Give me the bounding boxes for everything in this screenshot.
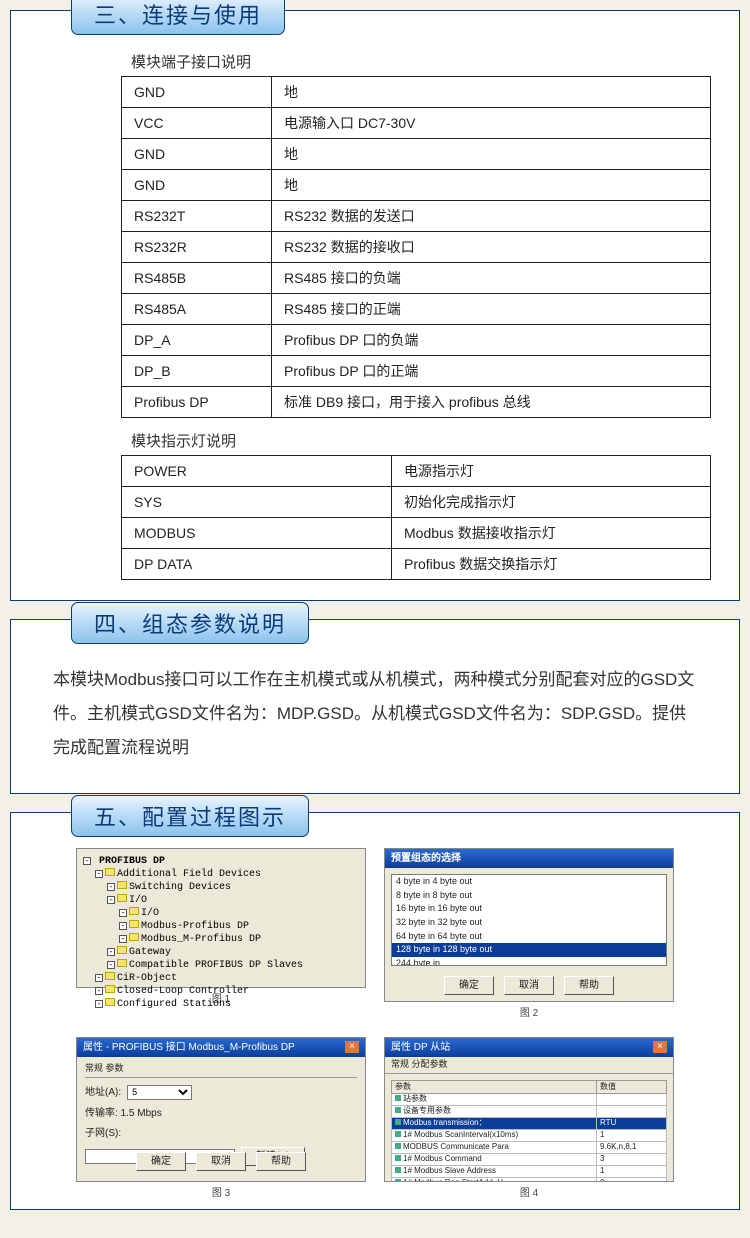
section-config-diagram: 五、配置过程图示 - PROFIBUS DP -Additional Field…: [10, 812, 740, 1210]
table-row: RS232RRS232 数据的接收口: [122, 232, 711, 263]
led-table: POWER电源指示灯SYS初始化完成指示灯MODBUSModbus 数据接收指示…: [121, 455, 711, 580]
table-row: MODBUSModbus 数据接收指示灯: [122, 518, 711, 549]
param-row[interactable]: 1# Modbus ScanInterval(x10ms)1: [392, 1130, 667, 1142]
tree-node[interactable]: -Gateway: [83, 946, 359, 959]
close-icon[interactable]: ×: [345, 1041, 359, 1053]
figure-4-wrap: 属性 DP 从站 × 常规 分配参数 参数数值 站参数设备专用参数Modbus …: [384, 1037, 674, 1199]
subtitle-terminal: 模块端子接口说明: [131, 51, 719, 72]
section-params: 四、组态参数说明 本模块Modbus接口可以工作在主机模式或从机模式，两种模式分…: [10, 619, 740, 794]
tree-node[interactable]: -Closed-Loop Controller: [83, 985, 359, 998]
fig3-title: 属性 - PROFIBUS 接口 Modbus_M-Profibus DP: [83, 1041, 295, 1054]
tree-node[interactable]: -Additional Field Devices: [83, 868, 359, 881]
fig3-subnet-label: 子网(S):: [85, 1127, 121, 1140]
dialog-button[interactable]: 帮助: [564, 976, 614, 995]
list-item[interactable]: 4 byte in 4 byte out: [392, 875, 666, 889]
figure-3-caption: 图 3: [76, 1184, 366, 1199]
table-row: SYS初始化完成指示灯: [122, 487, 711, 518]
tree-node[interactable]: -I/O: [83, 907, 359, 920]
fig3-rate-label: 传输率: 1.5 Mbps: [85, 1107, 357, 1120]
figure-2: 预置组态的选择 4 byte in 4 byte out8 byte in 8 …: [384, 848, 674, 1002]
table-row: POWER电源指示灯: [122, 456, 711, 487]
dialog-button[interactable]: 帮助: [256, 1152, 306, 1171]
fig4-col2: 数值: [597, 1080, 667, 1093]
tree-node[interactable]: -Switching Devices: [83, 881, 359, 894]
list-item[interactable]: 244 byte in: [392, 957, 666, 966]
figure-2-wrap: 预置组态的选择 4 byte in 4 byte out8 byte in 8 …: [384, 848, 674, 1019]
tree-node[interactable]: -I/O: [83, 894, 359, 907]
param-row[interactable]: MODBUS Communicate Para9.6K,n,8,1: [392, 1142, 667, 1154]
section-4-title: 四、组态参数说明: [71, 602, 309, 644]
table-row: Profibus DP标准 DB9 接口，用于接入 profibus 总线: [122, 387, 711, 418]
subtitle-led: 模块指示灯说明: [131, 430, 719, 451]
figure-1-wrap: - PROFIBUS DP -Additional Field Devices …: [76, 848, 366, 1019]
figure-3-wrap: 属性 - PROFIBUS 接口 Modbus_M-Profibus DP × …: [76, 1037, 366, 1199]
section-4-paragraph: 本模块Modbus接口可以工作在主机模式或从机模式，两种模式分别配套对应的GSD…: [31, 655, 719, 773]
fig3-addr-label: 地址(A):: [85, 1086, 121, 1099]
tree-node[interactable]: -Compatible PROFIBUS DP Slaves: [83, 959, 359, 972]
section-3-title: 三、连接与使用: [71, 0, 285, 35]
param-row[interactable]: 站参数: [392, 1094, 667, 1106]
tree-node[interactable]: -Modbus-Profibus DP: [83, 920, 359, 933]
tree-node[interactable]: -CiR-Object: [83, 972, 359, 985]
figure-4: 属性 DP 从站 × 常规 分配参数 参数数值 站参数设备专用参数Modbus …: [384, 1037, 674, 1182]
table-row: DP_AProfibus DP 口的负端: [122, 325, 711, 356]
table-row: DP DATAProfibus 数据交换指示灯: [122, 549, 711, 580]
param-row[interactable]: 设备专用参数: [392, 1106, 667, 1118]
table-row: GND地: [122, 170, 711, 201]
table-row: RS485ARS485 接口的正端: [122, 294, 711, 325]
fig4-title: 属性 DP 从站: [391, 1041, 450, 1054]
list-item[interactable]: 64 byte in 64 byte out: [392, 930, 666, 944]
param-row[interactable]: Modbus transmission：RTU: [392, 1118, 667, 1130]
figure-2-caption: 图 2: [384, 1004, 674, 1019]
list-item[interactable]: 128 byte in 128 byte out: [392, 943, 666, 957]
dialog-button[interactable]: 确定: [136, 1152, 186, 1171]
fig4-param-table[interactable]: 参数数值 站参数设备专用参数Modbus transmission：RTU1# …: [391, 1080, 667, 1182]
figure-4-caption: 图 4: [384, 1184, 674, 1199]
tree-node[interactable]: -Modbus_M-Profibus DP: [83, 933, 359, 946]
section-connection: 三、连接与使用 模块端子接口说明 GND地VCC电源输入口 DC7-30VGND…: [10, 10, 740, 601]
list-item[interactable]: 8 byte in 8 byte out: [392, 889, 666, 903]
fig3-tabs[interactable]: 常规 参数: [85, 1063, 357, 1078]
param-row[interactable]: 1# Modbus Reg StartAdd_H0: [392, 1178, 667, 1182]
fig3-titlebar: 属性 - PROFIBUS 接口 Modbus_M-Profibus DP ×: [77, 1038, 365, 1057]
tree-node[interactable]: -Configured Stations: [83, 998, 359, 1011]
table-row: GND地: [122, 139, 711, 170]
close-icon[interactable]: ×: [653, 1041, 667, 1053]
terminal-table: GND地VCC电源输入口 DC7-30VGND地GND地RS232TRS232 …: [121, 76, 711, 418]
table-row: DP_BProfibus DP 口的正端: [122, 356, 711, 387]
fig4-titlebar: 属性 DP 从站 ×: [385, 1038, 673, 1057]
list-item[interactable]: 32 byte in 32 byte out: [392, 916, 666, 930]
param-row[interactable]: 1# Modbus Slave Address1: [392, 1166, 667, 1178]
table-row: VCC电源输入口 DC7-30V: [122, 108, 711, 139]
section-5-title: 五、配置过程图示: [71, 795, 309, 837]
fig3-addr-select[interactable]: 5: [127, 1085, 192, 1100]
fig2-listbox[interactable]: 4 byte in 4 byte out8 byte in 8 byte out…: [391, 874, 667, 966]
fig4-col1: 参数: [392, 1080, 597, 1093]
list-item[interactable]: 16 byte in 16 byte out: [392, 902, 666, 916]
fig2-title: 预置组态的选择: [385, 849, 673, 868]
table-row: RS485BRS485 接口的负端: [122, 263, 711, 294]
dialog-button[interactable]: 取消: [504, 976, 554, 995]
figure-3: 属性 - PROFIBUS 接口 Modbus_M-Profibus DP × …: [76, 1037, 366, 1182]
table-row: RS232TRS232 数据的发送口: [122, 201, 711, 232]
table-row: GND地: [122, 77, 711, 108]
fig4-tabs[interactable]: 常规 分配参数: [385, 1057, 673, 1074]
param-row[interactable]: 1# Modbus Command3: [392, 1154, 667, 1166]
figure-1: - PROFIBUS DP -Additional Field Devices …: [76, 848, 366, 988]
dialog-button[interactable]: 确定: [444, 976, 494, 995]
dialog-button[interactable]: 取消: [196, 1152, 246, 1171]
